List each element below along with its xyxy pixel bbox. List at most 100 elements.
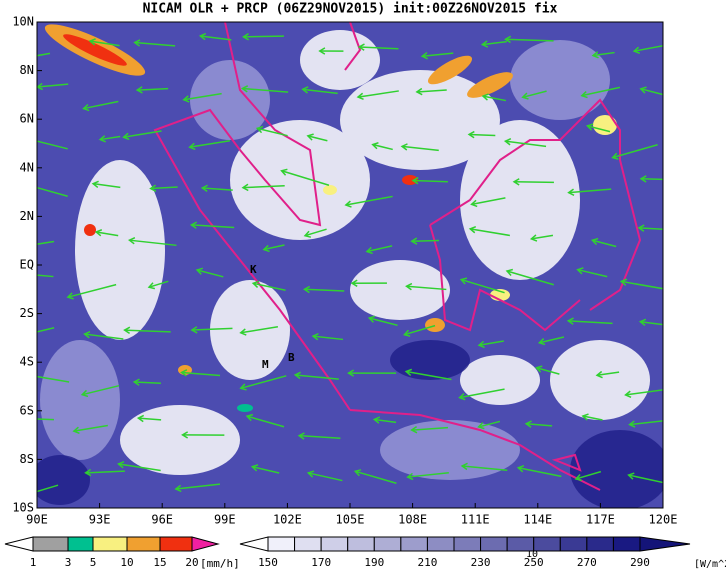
wind-arrow xyxy=(191,327,233,331)
wind-arrow xyxy=(459,388,505,399)
wind-arrow xyxy=(621,280,663,290)
wind-arrow-head xyxy=(595,370,603,379)
wind-arrow xyxy=(366,245,393,253)
wind-arrow xyxy=(118,463,161,472)
wind-arrow xyxy=(587,125,611,133)
wind-arrow-head xyxy=(403,329,411,337)
wind-arrow xyxy=(295,374,339,380)
colorbar-label: 1 xyxy=(30,556,37,569)
olr-unit: [W/m^2] xyxy=(694,559,726,570)
wind-arrow-head xyxy=(480,40,489,48)
y-tick-label: 4S xyxy=(20,355,34,369)
colorbar-label: 250 xyxy=(524,556,544,569)
reference-vector-label: 10 xyxy=(526,549,538,560)
wind-arrow xyxy=(202,187,233,191)
colorbar-box xyxy=(294,536,322,552)
wind-arrow xyxy=(37,375,70,383)
wind-arrow xyxy=(536,367,560,375)
wind-arrow-head xyxy=(585,123,594,131)
wind-arrow xyxy=(505,38,554,42)
wind-arrow xyxy=(592,51,615,57)
x-tick-label: 108E xyxy=(398,513,427,527)
wind-arrow xyxy=(411,426,448,431)
wind-arrow xyxy=(592,239,617,248)
wind-arrow-head xyxy=(306,470,315,478)
wind-arrow-head xyxy=(477,422,485,430)
wind-arrow xyxy=(372,143,393,151)
wind-arrow xyxy=(505,140,547,148)
wind-arrow-head xyxy=(195,267,204,275)
y-tick-label: 4N xyxy=(20,160,34,174)
wind-arrow-head xyxy=(400,143,408,151)
wind-arrow xyxy=(129,239,177,247)
colorbar-label: 10 xyxy=(120,556,133,569)
wind-arrow xyxy=(253,282,286,292)
wind-arrow-head xyxy=(20,181,26,187)
y-tick-label: EQ xyxy=(20,258,34,272)
colorbar-box xyxy=(453,536,482,552)
wind-arrow-head xyxy=(512,178,520,186)
wind-arrow xyxy=(93,182,121,189)
wind-arrow xyxy=(412,179,448,183)
wind-arrow xyxy=(196,269,224,278)
wind-arrow xyxy=(37,83,69,88)
wind-arrow-head xyxy=(83,330,91,339)
wind-arrow-head xyxy=(410,237,418,245)
wind-arrow-head xyxy=(98,135,106,143)
colorbar-box xyxy=(533,536,561,552)
wind-arrow xyxy=(299,434,341,439)
wind-arrow-head xyxy=(280,168,288,176)
wind-arrow-head xyxy=(122,132,130,141)
wind-arrow-head xyxy=(576,267,584,275)
wind-arrow xyxy=(67,283,117,298)
wind-arrow xyxy=(82,384,120,396)
wind-arrow-head xyxy=(624,390,632,398)
wind-arrow xyxy=(582,415,603,421)
wind-arrow-head xyxy=(245,413,254,422)
wind-arrow-head xyxy=(181,431,189,439)
wind-arrow xyxy=(411,239,440,242)
wind-arrow xyxy=(612,144,658,159)
wind-arrow xyxy=(460,278,505,294)
wind-arrow-head xyxy=(619,278,628,286)
place-label: K xyxy=(250,263,257,276)
map-field xyxy=(20,22,663,508)
wind-arrow-head xyxy=(371,142,379,150)
wind-arrow xyxy=(374,418,397,424)
y-tick-label: 6N xyxy=(20,112,34,126)
wind-arrow-head xyxy=(347,369,355,377)
y-tick-label: 10N xyxy=(12,15,34,29)
wind-arrow-head xyxy=(350,279,358,287)
wind-arrow-head xyxy=(357,43,365,51)
title: NICAM OLR + PRCP (06Z29NOV2015) init:00Z… xyxy=(143,2,558,17)
colorbar-label: 210 xyxy=(417,556,437,569)
wind-arrow xyxy=(640,88,663,96)
wind-arrow-head xyxy=(240,85,249,93)
x-tick-label: 111E xyxy=(461,513,490,527)
wind-arrow xyxy=(629,420,663,426)
wind-arrow-head xyxy=(460,462,468,471)
wind-arrow xyxy=(137,87,169,91)
colorbar-box xyxy=(373,536,402,552)
x-tick-label: 96E xyxy=(151,513,173,527)
wind-arrow-head xyxy=(521,92,529,100)
wind-arrow xyxy=(240,375,287,390)
wind-arrow xyxy=(307,135,328,142)
wind-arrow xyxy=(357,90,399,98)
wind-arrow-head xyxy=(72,426,80,434)
wind-arrow xyxy=(625,389,663,396)
wind-arrow-head xyxy=(639,175,647,183)
colorbar-box xyxy=(159,536,193,552)
wind-arrow xyxy=(640,320,663,326)
wind-arrow xyxy=(124,329,171,333)
wind-arrow-head xyxy=(180,369,188,377)
wind-arrow-head xyxy=(632,46,641,54)
wind-arrow-head xyxy=(251,280,260,288)
colorbar-tip xyxy=(639,536,691,552)
wind-arrow-head xyxy=(410,426,418,434)
wind-arrow xyxy=(242,87,289,93)
wind-arrow-head xyxy=(574,474,583,482)
wind-arrow xyxy=(581,86,621,97)
colorbar-box xyxy=(92,536,128,552)
wind-arrow-head xyxy=(581,413,589,421)
